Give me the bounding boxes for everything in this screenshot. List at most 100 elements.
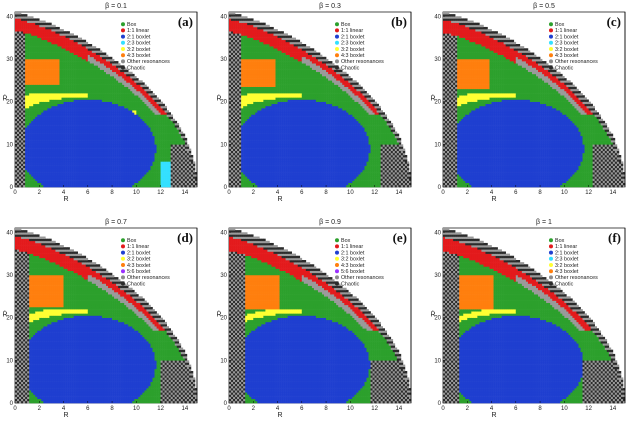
cell-box xyxy=(29,110,31,112)
cell-2-1-boxlet xyxy=(29,153,31,155)
cell-other-resonances xyxy=(23,129,25,131)
cell-other-resonances xyxy=(19,100,21,102)
cell-4-3-boxlet xyxy=(25,72,27,74)
cell-chaotic xyxy=(21,121,23,123)
cell-chaotic xyxy=(17,40,19,42)
cell-chaotic xyxy=(17,146,19,148)
cell-2-1-boxlet xyxy=(33,172,35,174)
cell-box xyxy=(33,40,35,42)
cell-2-1-boxlet xyxy=(31,174,33,176)
cell-other-resonances xyxy=(15,176,17,178)
cell-3-2-boxlet xyxy=(35,102,37,104)
cell-2-1-boxlet xyxy=(33,129,35,131)
cell-box xyxy=(39,110,41,112)
cell-other-resonances xyxy=(21,140,23,142)
cell-2-1-boxlet xyxy=(31,134,33,136)
cell-box xyxy=(29,106,31,108)
cell-box xyxy=(25,112,27,114)
cell-2-1-boxlet xyxy=(43,170,45,172)
cell-box xyxy=(35,85,37,87)
cell-box xyxy=(29,174,31,176)
cell-other-resonances xyxy=(15,44,17,46)
cell-3-2-boxlet xyxy=(25,97,27,99)
cell-box xyxy=(29,53,31,55)
cell-chaotic xyxy=(17,168,19,170)
cell-1-1-linear xyxy=(27,31,29,33)
cell-2-1-boxlet xyxy=(43,117,45,119)
cell-2-1-boxlet xyxy=(39,151,41,153)
cell-box xyxy=(43,46,45,48)
cell-box xyxy=(39,55,41,57)
cell-box xyxy=(47,53,49,55)
cell-4-3-boxlet xyxy=(27,82,29,84)
cell-2-1-boxlet xyxy=(47,151,49,153)
cell-2-1-boxlet xyxy=(35,149,37,151)
cell-2-1-boxlet xyxy=(37,178,39,180)
cell-box xyxy=(43,108,45,110)
cell-4-3-boxlet xyxy=(45,65,47,67)
cell-2-1-boxlet xyxy=(25,149,27,151)
cell-4-3-boxlet xyxy=(47,59,49,61)
cell-2-1-boxlet xyxy=(41,117,43,119)
cell-box xyxy=(45,89,47,91)
cell-other-resonances xyxy=(17,89,19,91)
cell-box xyxy=(33,114,35,116)
cell-chaotic xyxy=(17,95,19,97)
cell-other-resonances xyxy=(23,40,25,42)
cell-other-resonances xyxy=(21,72,23,74)
cell-other-resonances xyxy=(19,65,21,67)
cell-other-resonances xyxy=(23,168,25,170)
cell-3-2-boxlet xyxy=(37,97,39,99)
cell-other-resonances xyxy=(19,78,21,80)
cell-chaotic xyxy=(15,42,17,44)
cell-chaotic xyxy=(19,144,21,146)
cell-box xyxy=(45,106,47,108)
cell-other-resonances xyxy=(17,140,19,142)
cell-1-1-linear xyxy=(39,31,41,33)
cell-2-1-boxlet xyxy=(41,146,43,148)
cell-other-resonances xyxy=(21,110,23,112)
cell-box xyxy=(27,123,29,125)
cell-box xyxy=(27,93,29,95)
cell-box xyxy=(41,102,43,104)
cell-2-1-boxlet xyxy=(43,138,45,140)
cell-box xyxy=(25,33,27,35)
cell-box xyxy=(31,38,33,40)
cell-2-1-boxlet xyxy=(31,121,33,123)
cell-chaotic xyxy=(23,170,25,172)
cell-box xyxy=(35,46,37,48)
cell-4-3-boxlet xyxy=(35,76,37,78)
cell-box xyxy=(27,42,29,44)
cell-2-1-boxlet xyxy=(37,157,39,159)
cell-4-3-boxlet xyxy=(25,78,27,80)
cell-2-1-boxlet xyxy=(39,153,41,155)
cell-4-3-boxlet xyxy=(41,74,43,76)
cell-4-3-boxlet xyxy=(31,70,33,72)
cell-box xyxy=(25,119,27,121)
cell-4-3-boxlet xyxy=(31,72,33,74)
cell-box xyxy=(29,114,31,116)
cell-2-1-boxlet xyxy=(27,164,29,166)
cell-chaotic xyxy=(19,102,21,104)
cell-2-1-boxlet xyxy=(43,172,45,174)
cell-chaotic xyxy=(23,178,25,180)
cell-2-1-boxlet xyxy=(43,168,45,170)
cell-box xyxy=(25,87,27,89)
cell-1-1-linear xyxy=(45,35,47,37)
cell-other-resonances xyxy=(39,21,41,23)
cell-2-1-boxlet xyxy=(47,117,49,119)
cell-2-1-boxlet xyxy=(33,164,35,166)
cell-other-resonances xyxy=(23,70,25,72)
cell-1-1-linear xyxy=(19,21,21,23)
cell-2-1-boxlet xyxy=(37,142,39,144)
cell-2-1-boxlet xyxy=(35,176,37,178)
cell-1-1-linear xyxy=(33,27,35,29)
cell-4-3-boxlet xyxy=(45,70,47,72)
cell-4-3-boxlet xyxy=(37,78,39,80)
cell-2-1-boxlet xyxy=(39,144,41,146)
cell-box xyxy=(33,57,35,59)
cell-4-3-boxlet xyxy=(33,65,35,67)
cell-2-1-boxlet xyxy=(45,129,47,131)
cell-chaotic xyxy=(21,176,23,178)
figure: 0 2 4 6 8 10 12 14010203040RṘβ = 0.1(a)Box1:1 l… xyxy=(0,0,642,432)
